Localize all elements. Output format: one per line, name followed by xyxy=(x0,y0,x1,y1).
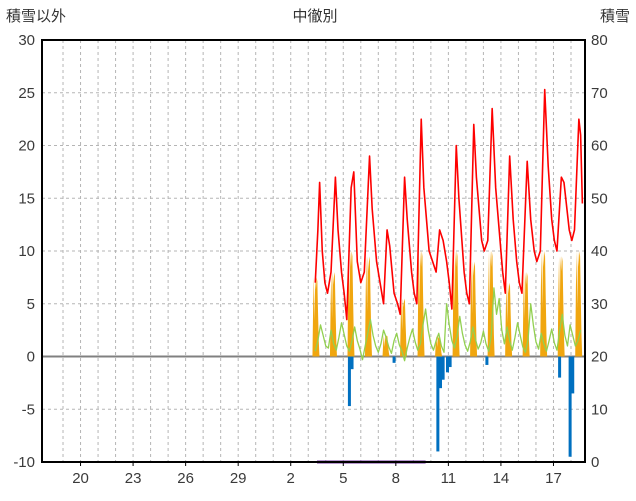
left-axis-title: 積雪以外 xyxy=(6,8,67,25)
x-tick-label: 26 xyxy=(177,470,194,487)
left-tick-label: 5 xyxy=(27,296,35,313)
right-tick-label: 40 xyxy=(591,243,608,260)
series-blue-bars xyxy=(350,356,354,370)
right-tick-label: 70 xyxy=(591,85,608,102)
x-tick-label: 29 xyxy=(230,470,247,487)
x-tick-label: 17 xyxy=(545,470,562,487)
series-orange-bars xyxy=(347,251,355,357)
right-tick-label: 50 xyxy=(591,190,608,207)
series-orange-bars xyxy=(400,298,408,357)
left-tick-label: 20 xyxy=(18,138,35,155)
x-tick-label: 14 xyxy=(493,470,510,487)
right-tick-label: 20 xyxy=(591,349,608,366)
series-orange-bars xyxy=(312,277,320,357)
series-blue-bars xyxy=(441,356,445,380)
series-blue-bars xyxy=(436,356,440,452)
left-tick-label: 0 xyxy=(27,349,35,366)
series-orange-bars xyxy=(487,251,495,357)
series-red-line xyxy=(314,88,584,321)
series-orange-bars xyxy=(575,251,583,357)
left-tick-label: -5 xyxy=(22,401,35,418)
right-tick-label: 30 xyxy=(591,296,608,313)
right-tick-label: 10 xyxy=(591,401,608,418)
x-tick-label: 23 xyxy=(125,470,142,487)
series-blue-bars xyxy=(347,356,351,407)
right-tick-label: 80 xyxy=(591,32,608,49)
series-green-line xyxy=(314,287,582,362)
left-tick-label: -10 xyxy=(13,454,35,471)
series-orange-bars xyxy=(505,282,513,357)
right-axis-title: 積雪 xyxy=(599,8,630,25)
series-blue-bars xyxy=(485,356,489,365)
x-tick-label: 20 xyxy=(72,470,89,487)
series-orange-bars xyxy=(540,251,548,357)
x-tick-label: 2 xyxy=(287,470,295,487)
series-blue-bars xyxy=(568,356,572,457)
left-tick-label: 15 xyxy=(18,190,35,207)
right-tick-label: 0 xyxy=(591,454,599,471)
right-tick-label: 60 xyxy=(591,138,608,155)
x-tick-label: 8 xyxy=(392,470,400,487)
left-tick-label: 30 xyxy=(18,32,35,49)
series-orange-bars xyxy=(382,335,390,357)
x-tick-label: 11 xyxy=(441,470,457,487)
series-orange-bars xyxy=(364,256,373,357)
x-tick-label: 5 xyxy=(339,470,347,487)
series-blue-bars xyxy=(445,356,449,373)
series-blue-bars xyxy=(571,356,575,394)
left-tick-label: 10 xyxy=(18,243,35,260)
series-blue-bars xyxy=(392,356,396,363)
series-blue-bars xyxy=(448,356,452,368)
series-blue-bars xyxy=(558,356,562,378)
series-orange-bars xyxy=(522,272,530,357)
series-blue-bars xyxy=(438,356,442,389)
plot-border xyxy=(41,39,586,463)
chart-title: 中徹別 xyxy=(292,8,338,25)
left-tick-label: 25 xyxy=(18,85,35,102)
